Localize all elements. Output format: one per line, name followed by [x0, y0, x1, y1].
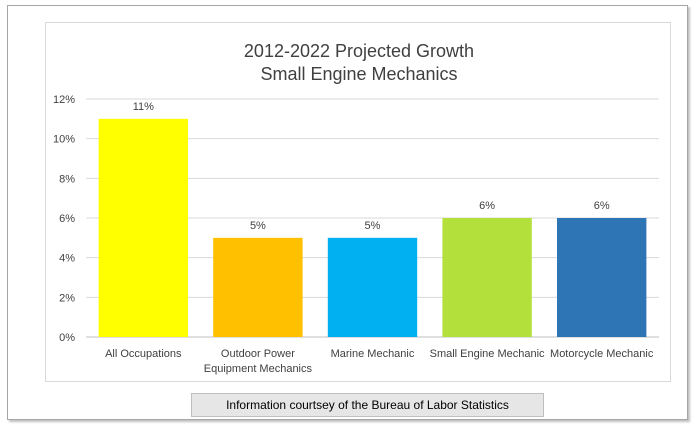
y-tick-label: 4%: [59, 253, 75, 265]
bar: [98, 118, 188, 337]
chart-area: 2012-2022 Projected Growth Small Engine M…: [45, 22, 671, 382]
category-label: Marine Mechanic: [331, 348, 415, 360]
bar-chart: 2012-2022 Projected Growth Small Engine M…: [53, 41, 659, 375]
data-label: 5%: [365, 220, 381, 232]
y-tick-label: 8%: [59, 173, 75, 185]
category-label: Equipment Mechanics: [204, 363, 313, 375]
data-label: 5%: [250, 220, 266, 232]
data-label: 11%: [133, 101, 154, 113]
y-axis-ticks: 0% 2% 4% 6% 8% 10% 12%: [53, 94, 75, 344]
data-labels: 11% 5% 5% 6% 6%: [133, 101, 610, 232]
chart-title-line: 2012-2022 Projected Growth: [244, 41, 474, 61]
y-tick-label: 12%: [53, 94, 75, 106]
source-note: Information courtsey of the Bureau of La…: [191, 393, 544, 417]
category-label: Motorcycle Mechanic: [550, 348, 654, 360]
bar: [557, 218, 647, 337]
y-tick-label: 0%: [59, 332, 75, 344]
bar: [327, 237, 418, 337]
y-tick-label: 6%: [59, 213, 75, 225]
y-tick-label: 10%: [53, 134, 75, 146]
y-tick-label: 2%: [59, 292, 75, 304]
chart-title-line: Small Engine Mechanics: [260, 64, 457, 84]
category-label: Small Engine Mechanic: [430, 348, 545, 360]
data-label: 6%: [594, 200, 610, 212]
category-label: Outdoor Power: [221, 348, 295, 360]
bar: [442, 218, 532, 337]
bars: [98, 118, 647, 337]
data-label: 6%: [479, 200, 495, 212]
source-note-text: Information courtsey of the Bureau of La…: [226, 398, 509, 412]
chart-title: 2012-2022 Projected Growth Small Engine M…: [244, 41, 474, 84]
category-label: All Occupations: [105, 348, 182, 360]
bar: [213, 237, 303, 337]
category-labels: All Occupations Outdoor Power Equipment Me…: [105, 348, 654, 375]
chart-frame: 2012-2022 Projected Growth Small Engine M…: [7, 5, 688, 420]
